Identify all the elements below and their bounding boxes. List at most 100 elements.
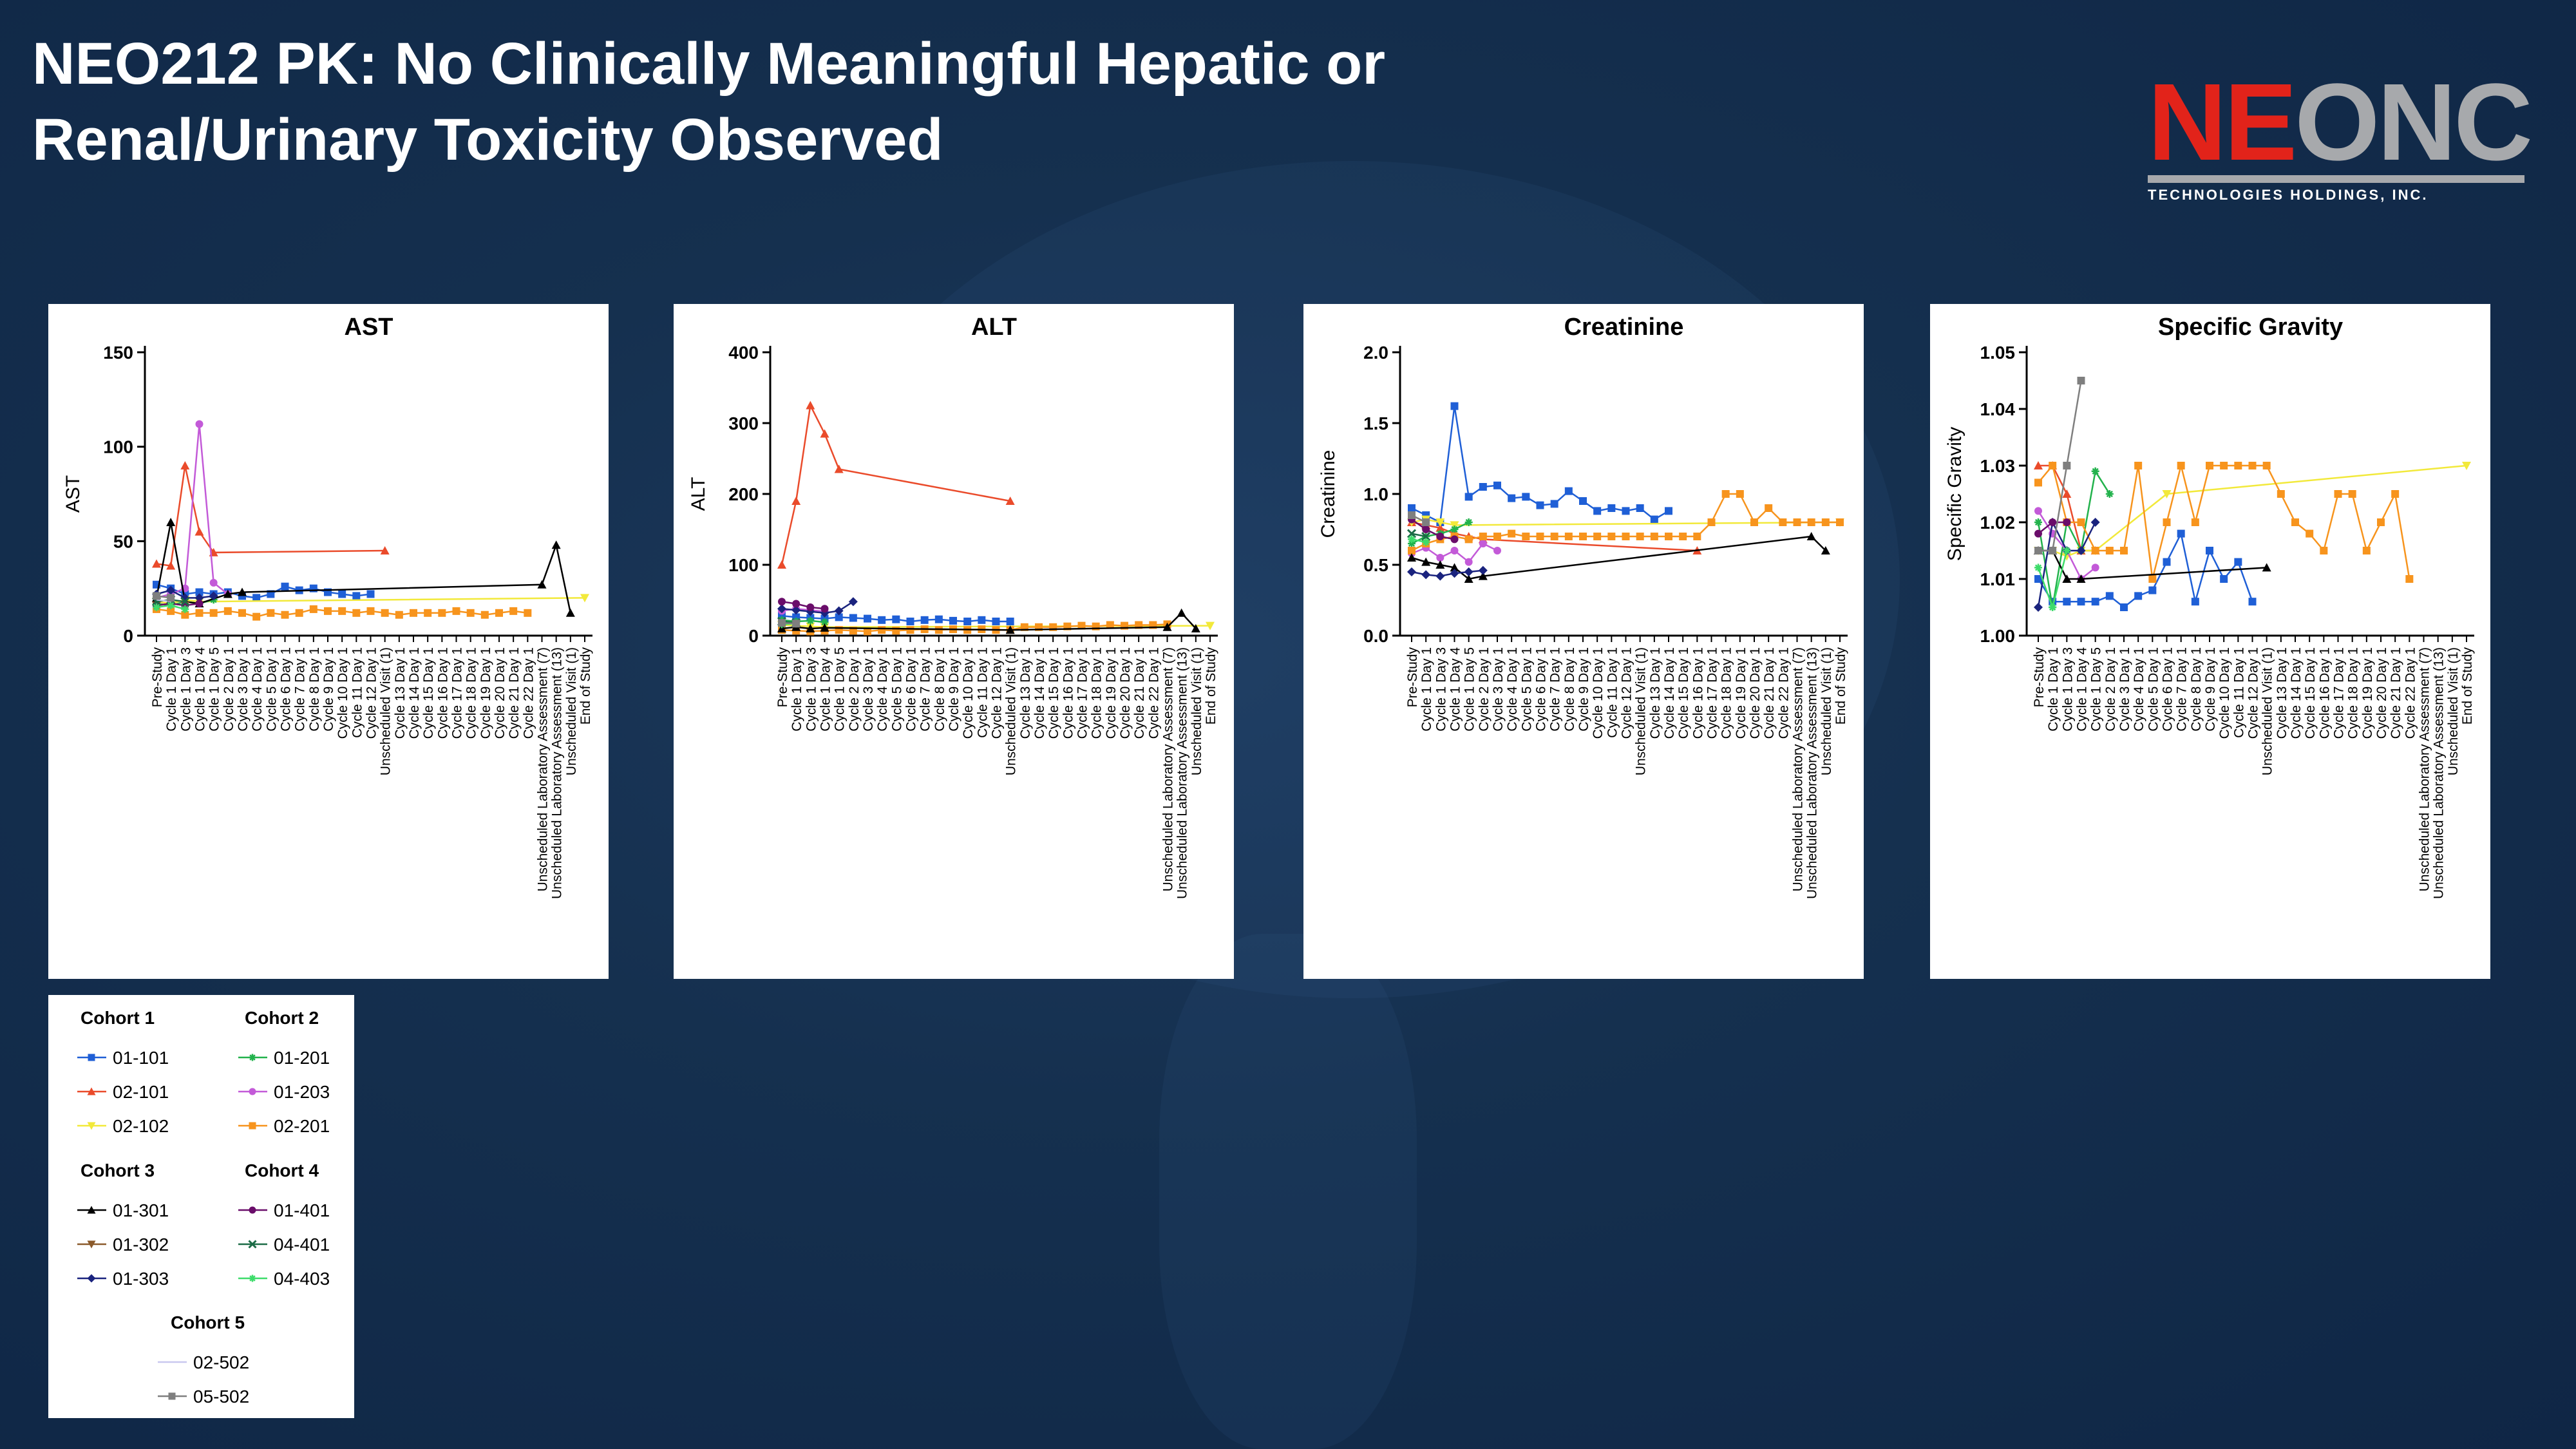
data-point-01-303 xyxy=(209,591,218,601)
data-point-02-201 xyxy=(2306,529,2314,538)
y-tick-label: 1.5 xyxy=(1363,413,1388,433)
legend-label: 01-302 xyxy=(113,1235,169,1255)
data-point-02-201 xyxy=(1493,533,1501,540)
x-tick-label: Cycle 11 Day 1 xyxy=(1605,647,1620,738)
x-tick-label: Cycle 14 Day 1 xyxy=(407,647,422,739)
x-tick-label: Cycle 17 Day 1 xyxy=(2332,647,2347,739)
legend-item-01-101: 01-101 xyxy=(77,1048,169,1068)
data-point-05-502 xyxy=(2077,377,2085,384)
data-point-01-301 xyxy=(1806,532,1816,540)
data-point-02-201 xyxy=(1707,518,1716,526)
x-tick-label: Cycle 22 Day 1 xyxy=(1146,647,1161,739)
legend-group-title: Cohort 2 xyxy=(245,1008,319,1028)
data-point-01-203 xyxy=(195,420,204,428)
x-tick-label: Unscheduled Visit (1) xyxy=(1189,647,1204,775)
data-point-02-201 xyxy=(338,607,346,615)
x-tick-label: Unscheduled Laboratory Assessment (13) xyxy=(1805,647,1820,899)
data-point-04-401 xyxy=(180,597,190,607)
data-point-01-301 xyxy=(2262,563,2271,572)
x-tick-label: Cycle 22 Day 1 xyxy=(1776,647,1791,739)
data-point-01-101 xyxy=(2105,592,2114,600)
data-point-02-102 xyxy=(580,594,589,603)
data-point-02-201 xyxy=(395,611,403,619)
data-point-02-201 xyxy=(2134,462,2143,469)
data-point-02-201 xyxy=(1693,533,1701,540)
ast-chart-panel: AST AST 0 50 100 150 Pre-Study Cycle 1 Day 1 Cyc… xyxy=(48,304,609,979)
series-05-502 xyxy=(778,619,800,628)
data-point-02-201 xyxy=(1765,504,1773,512)
data-point-01-101 xyxy=(2134,592,2143,600)
x-tick-label: Unscheduled Laboratory Assessment (7) xyxy=(536,647,551,891)
logo-onc: ONC xyxy=(2295,61,2533,184)
data-point-02-201 xyxy=(223,607,232,615)
x-tick-label: Cycle 2 Day 1 xyxy=(1477,647,1492,732)
y-tick-label: 1.03 xyxy=(1980,456,2016,476)
legend-swatch-marker xyxy=(87,1087,96,1095)
y-tick-label: 400 xyxy=(728,343,759,363)
legend-item-04-401: 04-401 xyxy=(238,1235,330,1255)
series-line-01-401 xyxy=(781,600,825,610)
data-point-02-201 xyxy=(906,626,914,634)
data-point-01-301 xyxy=(1821,546,1830,554)
data-point-02-201 xyxy=(1479,533,1487,540)
x-tick-label: Cycle 1 Day 4 xyxy=(819,647,833,732)
x-tick-label: Cycle 19 Day 1 xyxy=(1104,647,1119,739)
data-point-04-401 xyxy=(1421,531,1431,542)
data-point-04-401 xyxy=(1406,529,1417,538)
data-point-02-201 xyxy=(1665,533,1672,540)
data-point-01-101 xyxy=(934,615,943,623)
series-line-04-401 xyxy=(1411,533,1426,538)
data-point-02-201 xyxy=(2105,547,2114,554)
data-point-01-203 xyxy=(1493,547,1501,554)
data-point-01-101 xyxy=(906,618,914,625)
series-line-02-102 xyxy=(156,597,585,605)
data-point-04-403 xyxy=(2049,603,2057,611)
data-point-01-201 xyxy=(2034,518,2042,526)
data-point-02-201 xyxy=(424,609,432,617)
data-point-02-201 xyxy=(2148,575,2157,583)
x-tick-label: Cycle 8 Day 1 xyxy=(1562,647,1577,732)
x-tick-label: Cycle 16 Day 1 xyxy=(435,647,450,739)
legend-swatch-marker xyxy=(249,1054,256,1061)
data-point-01-101 xyxy=(1479,483,1487,491)
data-point-01-401 xyxy=(778,598,786,606)
data-point-02-101 xyxy=(791,497,801,505)
data-point-01-301 xyxy=(1435,560,1445,569)
data-point-02-101 xyxy=(777,560,786,569)
data-point-02-201 xyxy=(2377,518,2385,526)
data-point-04-403 xyxy=(153,603,160,611)
x-tick-label: Cycle 7 Day 1 xyxy=(918,647,933,732)
series-01-401 xyxy=(778,598,829,613)
x-tick-label: Cycle 21 Day 1 xyxy=(1762,647,1777,739)
data-point-01-101 xyxy=(195,588,204,596)
data-point-02-201 xyxy=(1821,518,1830,526)
series-line-01-201 xyxy=(781,619,825,623)
data-point-02-201 xyxy=(1650,533,1658,540)
data-point-01-101 xyxy=(1508,494,1516,502)
x-tick-label: Cycle 13 Day 1 xyxy=(1648,647,1663,739)
data-point-02-201 xyxy=(438,609,446,617)
data-point-01-303 xyxy=(777,604,786,614)
data-point-05-502 xyxy=(1422,518,1430,526)
legend-swatch-marker xyxy=(248,1240,257,1249)
data-point-01-301 xyxy=(223,589,232,598)
data-point-02-201 xyxy=(2091,547,2099,554)
data-point-01-101 xyxy=(352,592,361,600)
data-point-01-101 xyxy=(1579,497,1587,505)
x-tick-label: Cycle 9 Day 1 xyxy=(2203,647,2218,732)
data-point-02-201 xyxy=(181,611,189,619)
x-tick-label: Unscheduled Laboratory Assessment (7) xyxy=(2418,647,2432,891)
data-point-02-201 xyxy=(309,605,317,613)
data-point-01-101 xyxy=(1622,507,1630,515)
data-point-01-101 xyxy=(920,616,929,624)
legend-item-02-502: 02-502 xyxy=(158,1352,249,1372)
data-point-02-101 xyxy=(1435,523,1445,532)
data-point-01-101 xyxy=(252,594,261,602)
data-point-04-403 xyxy=(181,605,189,613)
x-tick-label: Cycle 1 Day 3 xyxy=(178,647,193,732)
y-tick-label: 100 xyxy=(728,555,759,575)
series-04-403 xyxy=(153,601,189,613)
legend-label: 02-201 xyxy=(274,1116,330,1136)
